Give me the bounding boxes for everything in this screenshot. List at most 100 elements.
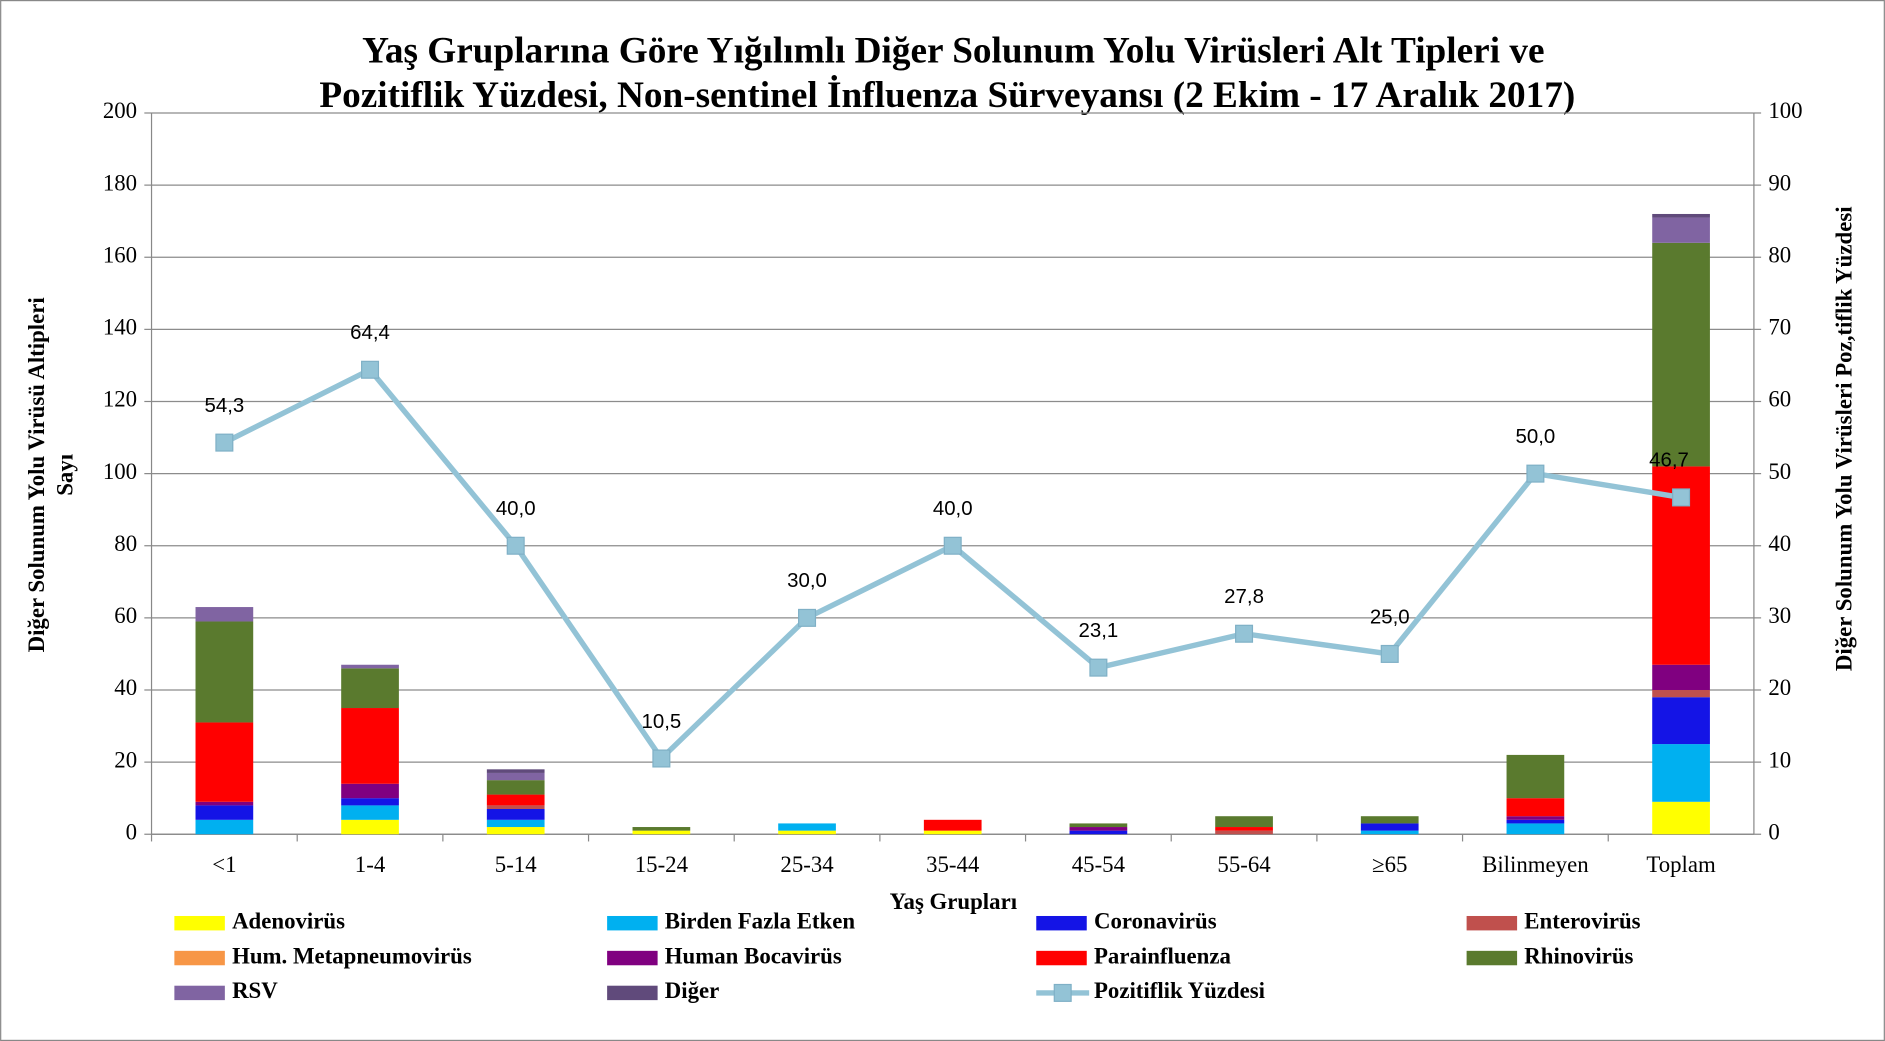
data-label: 10,5 (642, 711, 682, 733)
legend-label: Coronavirüs (1094, 908, 1217, 933)
x-tick-label: 5-14 (495, 852, 537, 877)
bar-segment (632, 830, 691, 835)
marker (215, 433, 234, 452)
bar-segment (923, 830, 982, 835)
y2-tick-label: 40 (1768, 531, 1791, 556)
marker (1672, 488, 1691, 507)
bar-segment (341, 708, 399, 784)
x-tick-label: 25-34 (780, 852, 834, 877)
legend-swatch (1466, 915, 1518, 931)
data-label: 25,0 (1370, 606, 1410, 628)
bar-segment (1506, 816, 1565, 820)
data-label: 27,8 (1224, 586, 1264, 608)
data-label: 64,4 (350, 322, 390, 344)
bar-segment (1069, 830, 1128, 835)
bar-segment (632, 827, 691, 831)
marker (1089, 658, 1108, 677)
marker (1526, 464, 1545, 483)
x-tick-label: 55-64 (1217, 852, 1271, 877)
bar-segment (1069, 827, 1128, 831)
bar-segment (486, 780, 545, 795)
bar-segment (341, 664, 399, 669)
y2-tick-label: 20 (1768, 675, 1791, 700)
bar-segment (195, 607, 254, 622)
legend-label: RSV (232, 978, 278, 1003)
marker (652, 749, 671, 768)
chart-title: Pozitiflik Yüzdesi, Non-sentinel İnfluen… (319, 74, 1575, 116)
bar-segment (1652, 697, 1710, 745)
legend-label: Hum. Metapneumovirüs (232, 943, 472, 968)
bar-segment (923, 819, 982, 831)
x-tick-label: 45-54 (1072, 852, 1126, 877)
y-axis-title: Diğer Solunum Yolu Virüsü Altipleri (24, 297, 49, 653)
y2-tick-label: 100 (1768, 98, 1802, 123)
y2-tick-label: 50 (1768, 459, 1791, 484)
data-label: 50,0 (1516, 426, 1556, 448)
y-tick-label: 120 (103, 387, 137, 412)
y2-tick-label: 10 (1768, 747, 1791, 772)
x-tick-label: Toplam (1646, 852, 1716, 877)
legend-swatch (607, 985, 658, 1001)
data-label: 23,1 (1079, 620, 1119, 642)
bar-segment (1652, 744, 1710, 802)
x-tick-label: ≥65 (1372, 852, 1407, 877)
legend-label: Human Bocavirüs (665, 943, 842, 968)
y-axis-title: Sayı (53, 453, 78, 496)
bar-segment (1360, 823, 1419, 831)
bar-segment (341, 668, 399, 709)
data-label: 40,0 (933, 498, 973, 520)
y2-tick-label: 70 (1768, 315, 1791, 340)
data-label: 40,0 (496, 498, 536, 520)
bar-segment (1360, 816, 1419, 824)
bar-segment (1506, 819, 1565, 824)
legend-swatch (174, 950, 225, 966)
y-tick-label: 80 (114, 531, 137, 556)
data-label: 30,0 (787, 570, 827, 592)
bar-segment (1506, 823, 1565, 835)
marker (1235, 624, 1254, 643)
legend-label: Pozitiflik Yüzdesi (1094, 978, 1266, 1003)
legend-label: Parainfluenza (1094, 943, 1232, 968)
y-tick-label: 100 (103, 459, 137, 484)
bar-segment (1652, 213, 1710, 218)
y-tick-label: 0 (126, 819, 137, 844)
y2-tick-label: 30 (1768, 603, 1791, 628)
x-tick-label: <1 (212, 852, 236, 877)
bar-segment (195, 722, 254, 802)
bar-segment (778, 830, 836, 835)
bar-segment (341, 798, 399, 806)
y-tick-label: 40 (114, 675, 137, 700)
x-tick-label: Bilinmeyen (1482, 852, 1589, 877)
y2-tick-label: 60 (1768, 387, 1791, 412)
bar-segment (778, 823, 836, 831)
legend-swatch (607, 915, 658, 931)
x-axis-title: Yaş Grupları (890, 889, 1018, 914)
y-tick-label: 20 (114, 747, 137, 772)
bar-segment (1652, 664, 1710, 690)
bar-segment (486, 772, 545, 781)
data-label: 46,7 (1649, 450, 1689, 472)
legend-label: Birden Fazla Etken (665, 908, 856, 933)
y-tick-label: 180 (103, 170, 137, 195)
legend-swatch (607, 950, 658, 966)
bar-segment (1215, 830, 1273, 835)
bar-segment (486, 808, 545, 820)
marker (943, 536, 962, 555)
legend-label: Enterovirüs (1524, 908, 1640, 933)
legend-swatch (1053, 983, 1072, 1002)
bar-segment (1652, 801, 1710, 835)
bar-segment (341, 783, 399, 799)
bar-segment (195, 621, 254, 723)
bar-segment (341, 819, 399, 835)
bar-segment (486, 805, 545, 809)
bar-segment (1652, 217, 1710, 243)
bar-segment (195, 805, 254, 820)
bar-segment (486, 819, 545, 828)
bar-segment (1069, 823, 1128, 828)
marker (361, 360, 380, 379)
bar-segment (1360, 830, 1419, 835)
x-tick-label: 15-24 (635, 852, 689, 877)
legend-swatch (174, 915, 225, 931)
